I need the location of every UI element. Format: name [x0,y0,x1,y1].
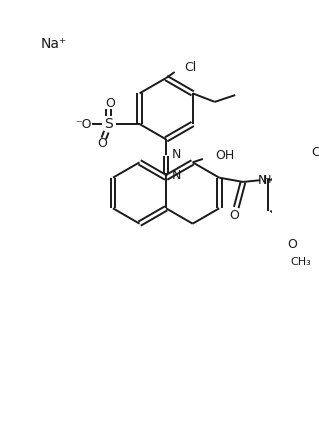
Text: N: N [172,148,182,161]
Text: Cl: Cl [311,146,319,159]
Text: Na⁺: Na⁺ [41,37,67,51]
Text: OH: OH [215,149,234,162]
Text: Cl: Cl [184,61,196,74]
Text: H: H [263,175,271,185]
Text: O: O [97,137,107,150]
Text: O: O [106,97,115,110]
Text: S: S [105,117,113,131]
Text: N: N [172,168,182,181]
Text: O: O [288,238,298,251]
Text: O: O [230,209,240,222]
Text: N: N [258,174,267,187]
Text: CH₃: CH₃ [290,257,311,267]
Text: ⁻O: ⁻O [75,118,92,130]
